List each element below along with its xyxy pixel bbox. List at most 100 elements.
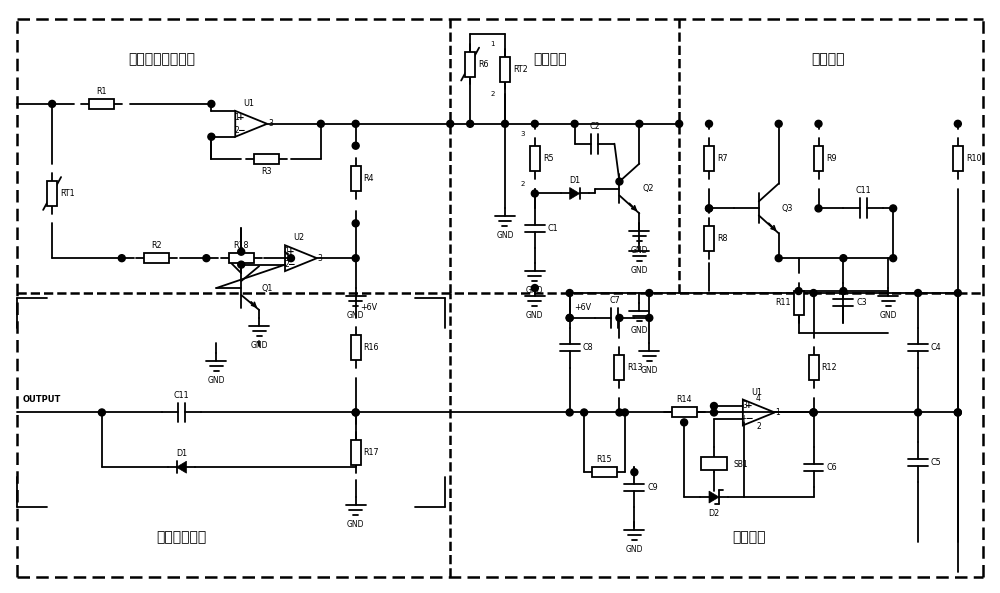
- Bar: [953, 146, 963, 171]
- Text: D1: D1: [176, 449, 187, 458]
- Text: −: −: [287, 260, 294, 269]
- Polygon shape: [177, 461, 186, 473]
- Circle shape: [352, 120, 359, 127]
- Bar: [144, 253, 169, 263]
- Circle shape: [810, 409, 817, 416]
- Circle shape: [98, 409, 105, 416]
- Polygon shape: [709, 491, 719, 503]
- Text: 4: 4: [756, 394, 761, 403]
- Circle shape: [954, 289, 961, 296]
- Circle shape: [531, 285, 538, 292]
- Circle shape: [954, 409, 961, 416]
- Text: R13: R13: [627, 363, 643, 372]
- Text: R15: R15: [597, 455, 612, 464]
- Text: +: +: [745, 401, 752, 410]
- Bar: [47, 181, 57, 206]
- Circle shape: [531, 190, 538, 197]
- Bar: [794, 291, 804, 315]
- Circle shape: [840, 288, 847, 295]
- Text: 3: 3: [318, 254, 323, 263]
- Text: R6: R6: [478, 59, 489, 69]
- Text: GND: GND: [641, 366, 658, 375]
- Circle shape: [352, 220, 359, 227]
- Text: 控制输出模块: 控制输出模块: [156, 530, 207, 544]
- Bar: [814, 146, 823, 171]
- Circle shape: [795, 288, 802, 295]
- Text: Q2: Q2: [642, 184, 654, 193]
- Text: GND: GND: [250, 341, 268, 350]
- Text: SB1: SB1: [734, 460, 749, 468]
- Circle shape: [352, 142, 359, 149]
- Circle shape: [352, 255, 359, 262]
- Text: OUTPUT: OUTPUT: [22, 396, 61, 404]
- Text: R12: R12: [821, 363, 837, 372]
- Circle shape: [890, 205, 897, 212]
- Text: 3: 3: [268, 119, 273, 128]
- Bar: [351, 335, 361, 360]
- Text: GND: GND: [631, 326, 648, 335]
- Text: U1: U1: [751, 388, 762, 397]
- Circle shape: [711, 403, 717, 410]
- Text: 压敏电阶接收模块: 压敏电阶接收模块: [128, 52, 195, 66]
- Circle shape: [581, 409, 588, 416]
- Circle shape: [890, 255, 897, 262]
- Text: GND: GND: [631, 246, 648, 255]
- Circle shape: [775, 120, 782, 127]
- Text: 2: 2: [521, 180, 525, 187]
- Circle shape: [815, 120, 822, 127]
- Bar: [465, 52, 475, 76]
- Bar: [254, 154, 279, 164]
- Text: +6V: +6V: [575, 304, 592, 313]
- Circle shape: [566, 409, 573, 416]
- Text: U2: U2: [293, 233, 304, 243]
- Text: R18: R18: [233, 241, 249, 250]
- Circle shape: [203, 255, 210, 262]
- Text: 1: 1: [234, 113, 239, 122]
- Text: C1: C1: [548, 224, 558, 233]
- Text: R11: R11: [775, 298, 791, 307]
- Text: C3: C3: [856, 298, 867, 307]
- Circle shape: [815, 205, 822, 212]
- Bar: [530, 146, 540, 171]
- Circle shape: [531, 120, 538, 127]
- Bar: [672, 407, 697, 417]
- Text: C6: C6: [826, 463, 837, 471]
- Circle shape: [571, 120, 578, 127]
- Text: RT1: RT1: [60, 189, 75, 198]
- Bar: [500, 56, 510, 81]
- Bar: [704, 226, 714, 251]
- Text: 1: 1: [776, 408, 780, 417]
- Text: GND: GND: [347, 520, 364, 529]
- Circle shape: [616, 314, 623, 321]
- Bar: [701, 457, 727, 470]
- Text: +6V: +6V: [361, 304, 378, 313]
- Text: 2: 2: [234, 126, 239, 135]
- Circle shape: [208, 100, 215, 107]
- Text: 检测模块: 检测模块: [533, 52, 567, 66]
- Circle shape: [616, 409, 623, 416]
- Circle shape: [566, 289, 573, 296]
- Text: R16: R16: [364, 343, 379, 352]
- Circle shape: [810, 289, 817, 296]
- Text: +: +: [287, 247, 294, 256]
- Circle shape: [447, 120, 454, 127]
- Text: Q3: Q3: [782, 204, 793, 213]
- Text: 2: 2: [284, 260, 289, 269]
- Bar: [809, 355, 819, 380]
- Text: 过滤模块: 过滤模块: [732, 530, 766, 544]
- Text: R4: R4: [364, 174, 374, 183]
- Circle shape: [352, 409, 359, 416]
- Bar: [592, 467, 617, 477]
- Circle shape: [681, 419, 688, 426]
- Text: C7: C7: [609, 296, 620, 305]
- Text: GND: GND: [496, 231, 514, 240]
- Circle shape: [810, 409, 817, 416]
- Text: +: +: [237, 113, 245, 122]
- Text: 1: 1: [491, 41, 495, 47]
- Text: Q1: Q1: [261, 283, 272, 292]
- Circle shape: [238, 248, 245, 255]
- Circle shape: [49, 100, 56, 107]
- Circle shape: [646, 289, 653, 296]
- Text: C11: C11: [855, 186, 871, 196]
- Text: C2: C2: [589, 122, 600, 131]
